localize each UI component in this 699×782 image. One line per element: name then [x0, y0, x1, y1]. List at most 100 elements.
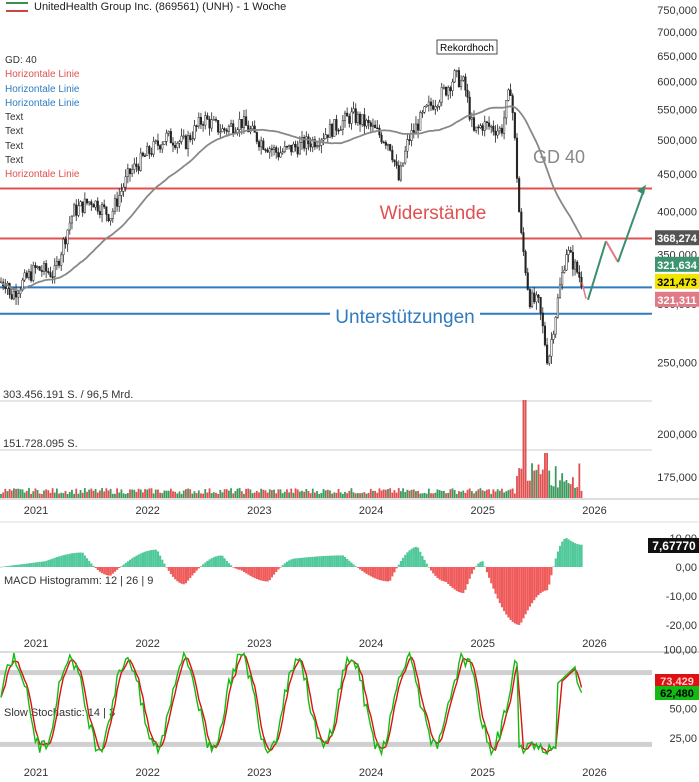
volume-bar	[468, 488, 471, 498]
candle-body	[176, 142, 179, 148]
x-tick-label: 2026	[582, 767, 606, 779]
candle-body	[335, 119, 338, 131]
candle-body	[447, 87, 450, 96]
macd-bar	[86, 558, 89, 567]
y-axis: 750,000 700,000 650,000 600,000 550,000 500,0…	[648, 5, 699, 745]
macd-bar	[324, 555, 327, 567]
macd-bar	[526, 567, 529, 611]
candle-body	[191, 138, 194, 140]
macd-bar	[430, 567, 433, 571]
candle-body	[399, 165, 402, 181]
candle-body	[460, 80, 463, 88]
volume-bar	[290, 488, 293, 498]
macd-bar	[518, 567, 521, 625]
x-tick-label: 2023	[247, 767, 271, 779]
candle-body	[537, 294, 540, 298]
candle-body	[45, 263, 48, 272]
volume-bar	[305, 489, 308, 498]
volume-bar	[436, 489, 439, 498]
macd-bar	[255, 567, 258, 580]
volume-bar	[195, 493, 198, 498]
macd-bar	[436, 567, 439, 578]
macd-bar	[23, 563, 26, 567]
macd-bar	[163, 563, 166, 567]
macd-bar	[193, 567, 196, 574]
macd-bar	[442, 567, 445, 582]
volume-bar	[197, 490, 200, 498]
candle-body	[543, 325, 547, 346]
volume-bar	[488, 489, 490, 498]
volume-bar	[307, 490, 310, 498]
macd-bar	[563, 538, 566, 567]
legend-item[interactable]: Horizontale Linie	[5, 69, 80, 81]
candle-body	[165, 132, 168, 142]
x-tick-label: 2025	[471, 767, 495, 779]
legend-item[interactable]: GD: 40	[5, 55, 37, 66]
candle-body	[195, 125, 198, 127]
candle-body	[569, 250, 572, 253]
volume-bar	[2, 492, 5, 498]
candle-body	[126, 168, 129, 177]
macd-bar	[298, 557, 301, 567]
volume-bar	[432, 493, 435, 498]
volume-bar	[88, 489, 91, 498]
y-tick-label: 400,000	[657, 207, 697, 219]
legend-item[interactable]: Text	[5, 112, 24, 124]
candle-body	[552, 333, 555, 340]
x-tick-label: 2025	[471, 505, 495, 517]
candle-body	[273, 147, 276, 150]
candle-body	[128, 168, 132, 175]
candle-body	[242, 116, 245, 129]
candle-body	[376, 127, 379, 130]
candle-body	[204, 115, 207, 126]
candle-body	[371, 124, 374, 127]
volume-bar	[369, 488, 372, 498]
volume-bars	[0, 400, 583, 498]
macd-bar	[247, 567, 250, 575]
macd-bar	[399, 561, 402, 567]
volume-bar	[232, 493, 235, 498]
volume-bar	[176, 493, 179, 498]
candle-body	[174, 144, 177, 148]
candle-body	[432, 105, 435, 110]
macd-bar	[126, 561, 129, 567]
volume-bar	[86, 491, 88, 498]
candle-body	[436, 106, 439, 108]
legend-item[interactable]: Horizontale Linie	[5, 97, 80, 109]
legend-item[interactable]: Text	[5, 155, 24, 167]
volume-bar	[81, 492, 84, 498]
candle-body	[485, 121, 488, 124]
volume-bar	[382, 489, 385, 498]
volume-bar	[374, 490, 376, 498]
macd-bar	[316, 556, 319, 567]
legend-item[interactable]: Horizontale Linie	[5, 83, 80, 95]
volume-bar	[62, 493, 65, 498]
macd-bar	[326, 555, 329, 567]
macd-bar	[511, 567, 514, 622]
volume-bar	[507, 490, 510, 498]
macd-bar	[43, 561, 46, 567]
volume-bar	[326, 489, 329, 498]
volume-bar	[142, 492, 144, 498]
legend-item[interactable]: Text	[5, 126, 24, 138]
legend-item[interactable]: Text	[5, 140, 24, 152]
candlestick-icon	[6, 2, 28, 12]
candle-body	[268, 148, 271, 153]
volume-bar	[352, 492, 355, 498]
volume-bar	[548, 470, 551, 498]
candle-body	[137, 166, 140, 171]
macd-bar	[339, 555, 342, 567]
volume-bar	[529, 480, 531, 498]
macd-bar	[543, 567, 547, 591]
legend-item[interactable]: Horizontale Linie	[5, 169, 80, 181]
volume-bar	[513, 493, 516, 498]
candle-body	[298, 142, 301, 155]
candle-body	[275, 147, 278, 153]
candle-body	[406, 139, 409, 152]
macd-bar	[473, 567, 476, 570]
volume-bar	[324, 490, 327, 498]
macd-tick-label: 0,00	[676, 562, 697, 574]
candle-body	[88, 201, 91, 204]
macd-bar	[546, 567, 549, 591]
volume-bar	[28, 488, 30, 498]
